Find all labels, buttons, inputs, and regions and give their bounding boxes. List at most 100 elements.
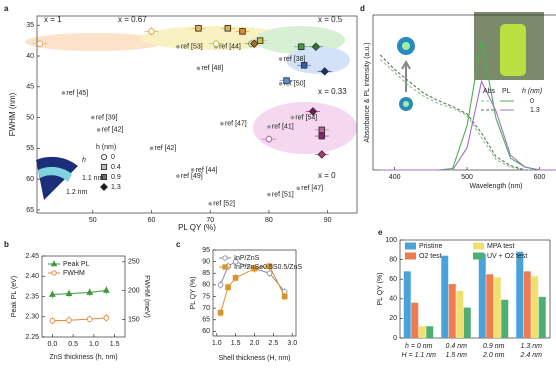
inset-label: 1.1 nm bbox=[82, 175, 104, 182]
marker bbox=[86, 316, 93, 322]
legend-label: 1.3 bbox=[111, 184, 121, 191]
qd-glow-core bbox=[402, 42, 410, 50]
bar bbox=[411, 302, 419, 338]
abs-curve bbox=[379, 58, 556, 171]
reference-point bbox=[296, 186, 301, 191]
bar bbox=[531, 276, 539, 338]
x-tick-label: 50 bbox=[89, 217, 97, 224]
y-tick-label: 100 bbox=[385, 237, 397, 244]
x-tick-label: 1.5 bbox=[110, 341, 120, 348]
marker bbox=[49, 317, 56, 324]
marker bbox=[66, 317, 72, 324]
marker bbox=[283, 77, 290, 84]
abs-curve bbox=[379, 54, 556, 171]
bar bbox=[426, 326, 434, 338]
marker bbox=[317, 150, 327, 159]
y-tick-label: 70 bbox=[202, 305, 210, 312]
bar bbox=[538, 296, 546, 338]
reference-label: ref [51] bbox=[272, 191, 294, 198]
y-tick-label: 65 bbox=[202, 317, 210, 324]
plot-frame bbox=[399, 239, 551, 339]
legend-label: MPA test bbox=[487, 243, 515, 250]
bar bbox=[418, 326, 426, 338]
marker bbox=[65, 289, 73, 297]
marker bbox=[232, 275, 239, 281]
bottle bbox=[500, 24, 526, 76]
bar bbox=[486, 274, 494, 338]
legend-swatch bbox=[473, 242, 484, 250]
y-tick-label: 75 bbox=[202, 293, 210, 300]
x-tick-label: 2.0 nm bbox=[482, 352, 505, 359]
y-tick-label: 0 bbox=[393, 335, 397, 342]
y-axis-label: Absorbance & PL intensity (a.u.) bbox=[364, 42, 371, 142]
y2-tick-label: 200 bbox=[128, 288, 140, 295]
y-tick-label: 80 bbox=[202, 282, 210, 289]
y-axis-label: Peak PL (eV) bbox=[11, 276, 18, 317]
panel-label: e bbox=[378, 228, 383, 237]
y-tick-label: 2.30 bbox=[25, 314, 39, 321]
reference-point bbox=[278, 81, 283, 86]
marker bbox=[266, 263, 273, 270]
reference-point bbox=[267, 125, 271, 129]
bar bbox=[516, 251, 524, 338]
y-axis-label: PL QY (%) bbox=[190, 276, 197, 309]
reference-label: ref [41] bbox=[272, 124, 294, 131]
composition-label: x = 0 bbox=[318, 171, 336, 180]
reference-label: ref [53] bbox=[181, 44, 203, 51]
marker bbox=[48, 290, 56, 297]
marker bbox=[256, 37, 264, 44]
reference-point bbox=[196, 66, 201, 71]
x-axis-label: ZnS thickness (h, nm) bbox=[49, 354, 117, 361]
region bbox=[25, 33, 165, 51]
reference-label: ref [50] bbox=[284, 81, 306, 88]
x-tick-label: 600 bbox=[534, 174, 546, 181]
reference-point bbox=[267, 192, 271, 197]
series-line bbox=[52, 317, 107, 322]
reference-point bbox=[290, 115, 295, 120]
marker bbox=[222, 264, 228, 270]
marker bbox=[225, 284, 231, 291]
x-tick-label: H = 1.1 nm bbox=[402, 352, 437, 359]
legend-label: UV + O2 test bbox=[487, 253, 527, 260]
composition-label: x = 0.5 bbox=[318, 15, 343, 24]
legend-label: O2 test bbox=[419, 253, 442, 260]
y-tick-label: 35 bbox=[26, 22, 34, 29]
qd-glow-core bbox=[403, 101, 409, 107]
reference-label: ref [47] bbox=[225, 121, 247, 128]
y-tick-label: 50 bbox=[26, 114, 34, 121]
legend-label: InP/ZnS bbox=[234, 255, 260, 262]
marker bbox=[148, 28, 155, 35]
marker bbox=[281, 293, 288, 300]
x-tick-label: 1.5 bbox=[231, 340, 241, 347]
reference-label: ref [47] bbox=[301, 185, 323, 192]
reference-label: ref [45] bbox=[66, 90, 88, 97]
x-tick-label: 400 bbox=[389, 174, 401, 181]
composition-label: x = 0.67 bbox=[118, 15, 147, 24]
legend-swatch bbox=[473, 252, 484, 260]
marker bbox=[265, 135, 273, 143]
y-tick-label: 85 bbox=[202, 270, 210, 277]
y-tick-label: 80 bbox=[389, 256, 397, 263]
shell-band bbox=[38, 166, 72, 182]
x-axis-label: Shell thickness (H, nm) bbox=[219, 355, 291, 362]
panel-label: c bbox=[176, 240, 181, 249]
bar bbox=[501, 299, 509, 338]
reference-point bbox=[176, 44, 180, 49]
region bbox=[253, 102, 357, 154]
x-tick-label: 0.0 bbox=[48, 341, 58, 348]
legend-label: Pristine bbox=[419, 243, 442, 250]
y-axis-label: PL QY (%) bbox=[377, 272, 384, 305]
reference-label: ref [38] bbox=[284, 56, 306, 63]
y-tick-label: 60 bbox=[26, 176, 34, 183]
marker bbox=[195, 25, 202, 32]
plot-frame bbox=[372, 14, 556, 171]
marker bbox=[212, 40, 220, 47]
panel-label: a bbox=[4, 4, 9, 13]
legend-header: PL bbox=[502, 88, 511, 95]
marker bbox=[308, 107, 318, 116]
composition-label: x = 1 bbox=[44, 15, 62, 24]
x-tick-label: 90 bbox=[324, 217, 332, 224]
marker bbox=[51, 270, 57, 276]
x-tick-label: 70 bbox=[206, 217, 214, 224]
x-tick-label: 1.3 nm bbox=[521, 343, 543, 350]
